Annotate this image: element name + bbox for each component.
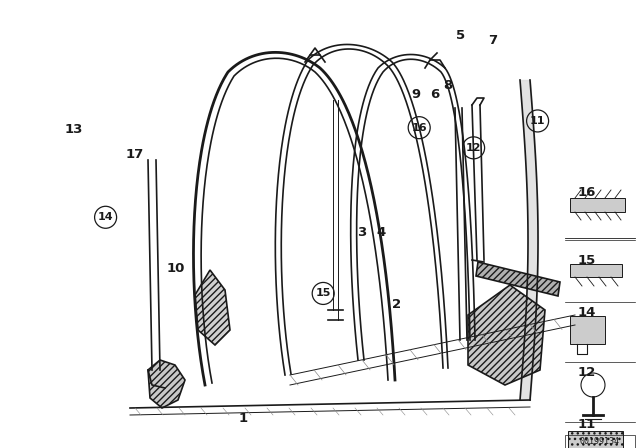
Bar xyxy=(565,435,635,448)
Bar xyxy=(570,198,625,212)
Polygon shape xyxy=(195,270,230,345)
Text: 15: 15 xyxy=(316,289,331,298)
Text: 14: 14 xyxy=(98,212,113,222)
Text: 11: 11 xyxy=(578,418,596,431)
Text: 00199134: 00199134 xyxy=(580,437,620,446)
Text: 16: 16 xyxy=(578,186,596,199)
Polygon shape xyxy=(148,360,185,408)
Text: 17: 17 xyxy=(125,148,143,161)
Text: 13: 13 xyxy=(65,123,83,137)
Text: 10: 10 xyxy=(167,262,185,276)
Text: 4: 4 xyxy=(376,226,385,240)
Text: 2: 2 xyxy=(392,298,401,311)
Bar xyxy=(570,264,622,277)
Text: 7: 7 xyxy=(488,34,497,47)
Text: 15: 15 xyxy=(578,254,596,267)
Polygon shape xyxy=(468,285,545,385)
Bar xyxy=(568,431,623,448)
Text: 6: 6 xyxy=(431,87,440,101)
Text: 12: 12 xyxy=(466,143,481,153)
Text: 14: 14 xyxy=(578,306,596,319)
Polygon shape xyxy=(476,262,560,296)
Bar xyxy=(570,316,605,344)
Text: 9: 9 xyxy=(412,87,420,101)
Text: 5: 5 xyxy=(456,29,465,43)
Text: 3: 3 xyxy=(357,226,366,240)
Text: 1: 1 xyxy=(239,412,248,426)
Text: 8: 8 xyxy=(444,78,452,92)
Text: 11: 11 xyxy=(530,116,545,126)
Text: 16: 16 xyxy=(412,123,427,133)
Text: 12: 12 xyxy=(578,366,596,379)
